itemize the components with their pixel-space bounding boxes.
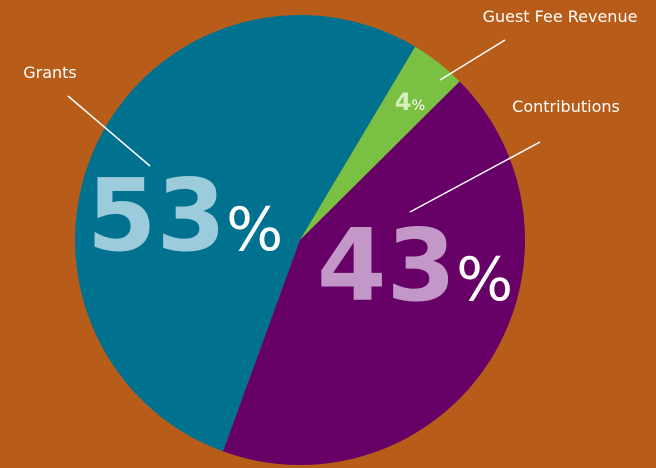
leader-line bbox=[67, 95, 151, 167]
slice-name: Contributions bbox=[512, 97, 620, 116]
slice-name: Grants bbox=[23, 63, 77, 82]
leader-line bbox=[409, 141, 541, 213]
value-label: 43% bbox=[317, 207, 513, 324]
value-label: 4% bbox=[395, 88, 425, 116]
pie-slice bbox=[300, 46, 460, 240]
pie-slice bbox=[74, 14, 416, 452]
pie-slice bbox=[223, 81, 525, 465]
value-label: 53% bbox=[87, 157, 283, 274]
slice-name: Guest Fee Revenue bbox=[483, 7, 638, 26]
leader-line bbox=[439, 39, 506, 81]
